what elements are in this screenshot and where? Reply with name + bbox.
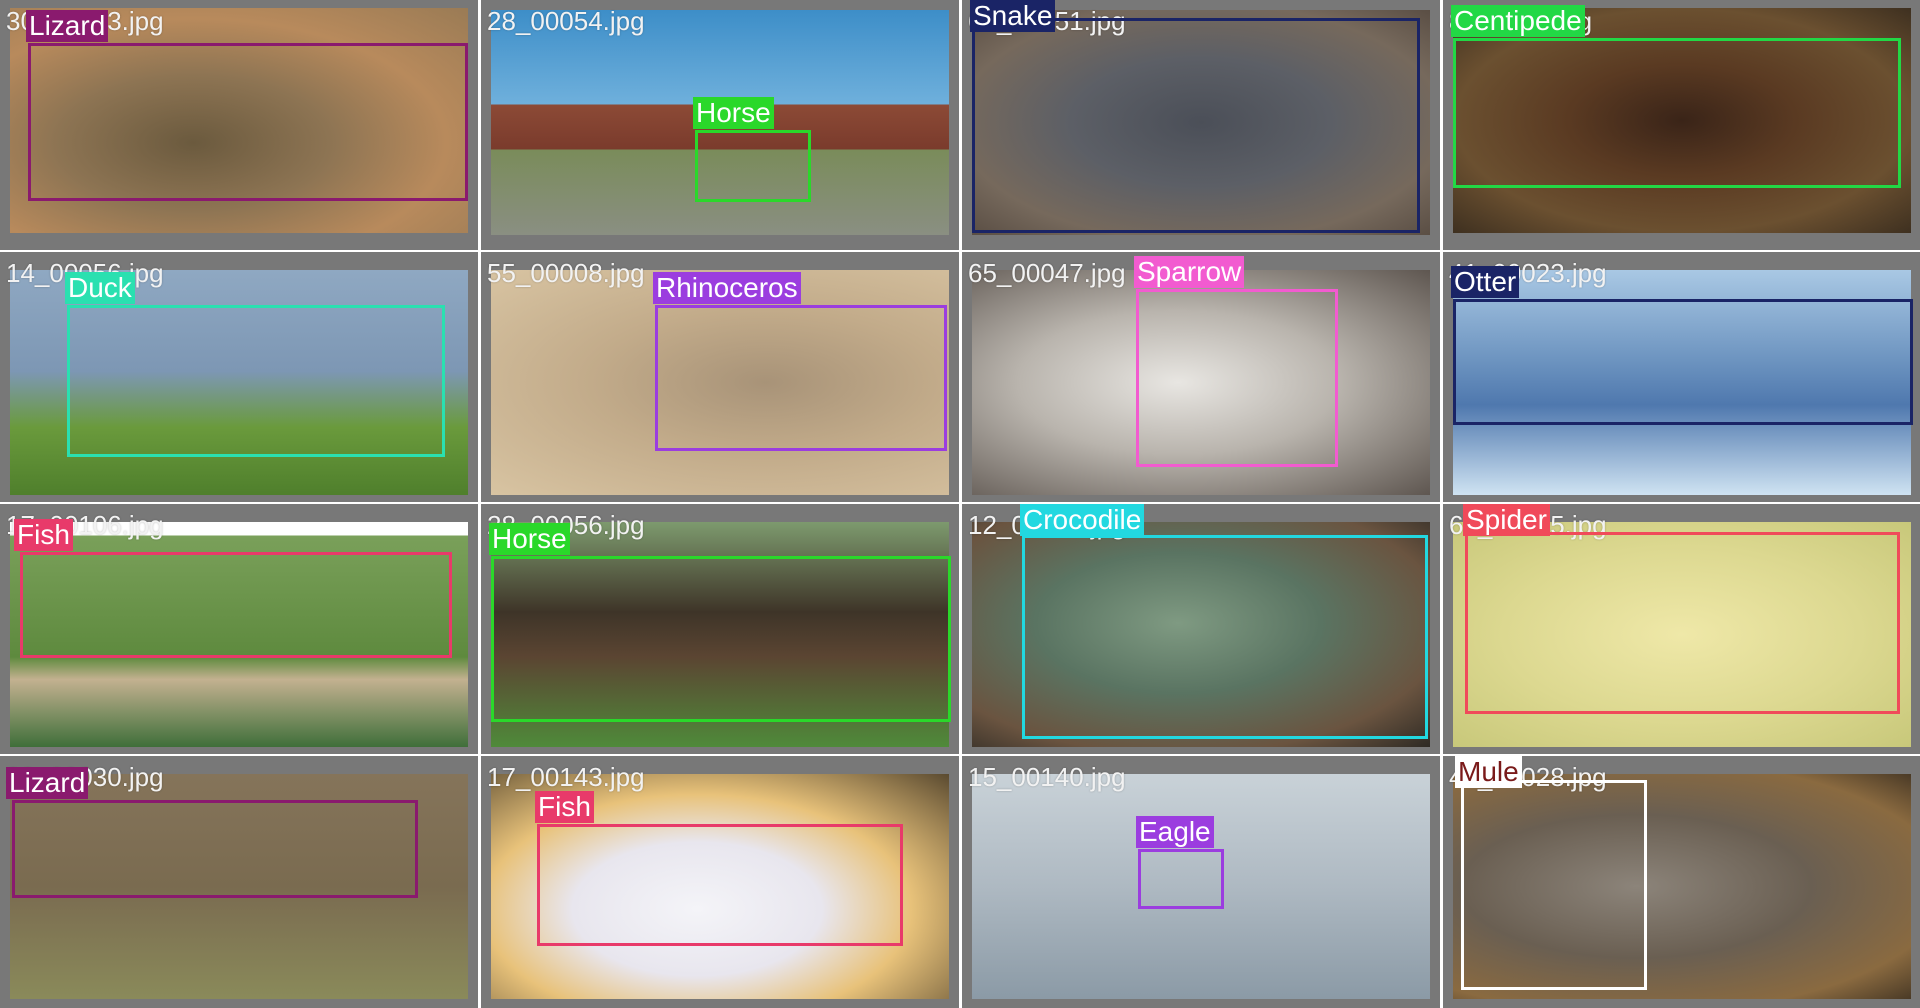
detection-box [1461,780,1647,990]
tile-photo [972,522,1430,747]
tile-photo [972,10,1430,235]
tile-photo [972,270,1430,495]
grid-tile: 55_00008.jpg Rhinoceros [481,252,959,502]
tile-filename: 28_00054.jpg [487,6,645,36]
detection-label: Fish [14,519,73,551]
tile-filename: 65_00047.jpg [968,258,1126,288]
detection-box [972,18,1420,233]
grid-tile: 12_00031.jpgCrocodile [962,504,1440,754]
grid-tile: 41_00028.jpg Mule [1443,756,1920,1008]
tile-photo [972,774,1430,999]
detection-label: Duck [65,272,135,304]
detection-label: Eagle [1136,816,1214,848]
detection-box [12,800,418,898]
detection-box [1453,299,1913,425]
grid-tile: 8_00069.jpgCentipede [1443,0,1920,250]
tile-filename: 55_00008.jpg [487,258,645,288]
detection-label: Horse [489,523,570,555]
detection-box [695,130,811,202]
detection-box [1465,532,1900,714]
detection-box [67,305,445,457]
detection-label: Sparrow [1134,256,1245,288]
grid-tile: 41_00023.jpg Otter [1443,252,1920,502]
grid-tile: 14_00056.jpgDuck [0,252,478,502]
grid-tile: 64_00051.jpgSnake [962,0,1440,250]
grid-tile: 30_00030.jpgLizard [0,756,478,1008]
detection-box [491,556,951,722]
detection-box [537,824,903,946]
detection-label: Crocodile [1020,504,1145,536]
detection-box [1138,849,1224,909]
tile-photo [491,522,949,747]
tile-filename: 17_00143.jpg [487,762,645,792]
detection-label: Rhinoceros [653,272,801,304]
detection-box [655,305,947,451]
detection-box [1453,38,1901,188]
grid-tile: 17_00143.jpg Fish [481,756,959,1008]
detection-label: Horse [693,97,774,129]
grid-tile: 65_00047.jpg Sparrow [962,252,1440,502]
tile-photo [1453,8,1911,233]
detection-label: Mule [1455,756,1522,788]
tile-photo [10,522,468,747]
detection-box [20,552,452,658]
detection-label: Spider [1463,504,1550,536]
grid-tile: 63_00035.jpgSpider [1443,504,1920,754]
detection-box [1136,289,1338,467]
grid-tile: 15_00140.jpg Eagle [962,756,1440,1008]
detection-label: Fish [535,791,594,823]
grid-tile: 28_00054.jpg Horse [481,0,959,250]
detection-label: Otter [1451,266,1520,298]
tile-photo [1453,774,1911,999]
detection-label: Centipede [1451,5,1585,37]
grid-tile: 17_00106.jpg Fish [0,504,478,754]
detection-label: Snake [970,0,1056,32]
tile-photo [10,774,468,999]
tile-filename: 15_00140.jpg [968,762,1126,792]
detection-box [1022,535,1428,739]
tile-photo [1453,522,1911,747]
grid-tile: 30_00123.jpgLizard [0,0,478,250]
detection-label: Lizard [6,767,89,799]
detection-box [28,43,468,201]
detection-label: Lizard [26,10,109,42]
tile-photo [1453,270,1911,495]
